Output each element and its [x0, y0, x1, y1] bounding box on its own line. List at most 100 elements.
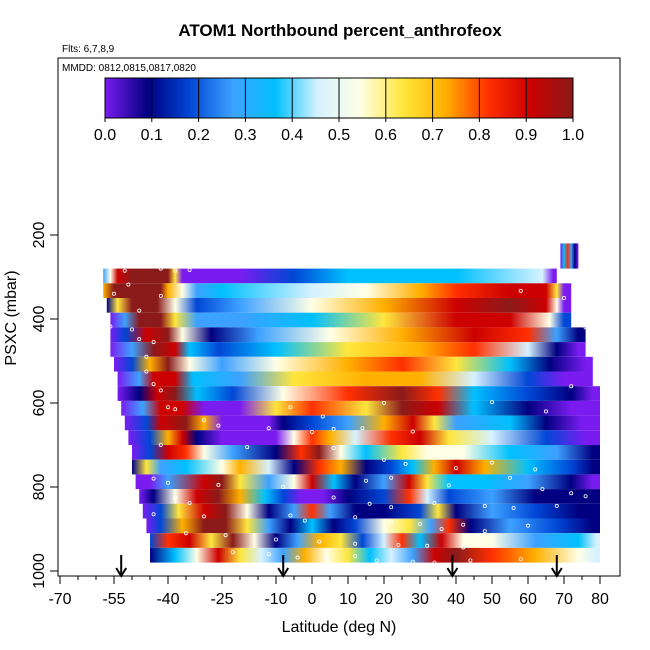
x-tick-label: 0 [308, 591, 317, 608]
sample-marker [533, 467, 538, 472]
colorbar-tick-label: 0.3 [234, 127, 256, 144]
sample-marker [151, 476, 156, 481]
latitude-arrow [446, 555, 459, 578]
y-tick-label: 200 [31, 222, 48, 249]
heatmap-band [106, 298, 572, 313]
heatmap-band [124, 415, 601, 431]
sample-marker [489, 400, 494, 405]
sample-marker [518, 557, 523, 562]
sample-marker [511, 505, 516, 510]
sample-marker [453, 466, 458, 471]
heatmap-band [117, 386, 600, 401]
colorbar-tick-label: 0.2 [187, 127, 209, 144]
sample-marker [173, 495, 178, 500]
sample-marker [173, 407, 178, 412]
latitude-arrow [115, 555, 128, 578]
sample-marker [526, 523, 531, 528]
heatmap-band [150, 547, 600, 563]
heatmap-band [142, 503, 601, 519]
x-axis-label: Latitude (deg N) [282, 619, 397, 636]
sample-marker [126, 282, 131, 287]
sample-marker [410, 429, 415, 434]
sample-marker [173, 268, 178, 273]
sample-marker [295, 555, 300, 560]
sample-marker [417, 521, 422, 526]
x-tick-label: -70 [48, 591, 71, 608]
x-tick-label: -40 [156, 591, 179, 608]
y-tick-label: 600 [31, 390, 48, 417]
x-tick-label: -55 [102, 591, 125, 608]
sample-marker [158, 293, 163, 298]
sample-marker [320, 414, 325, 419]
sample-marker [230, 550, 235, 555]
heatmap-bands [103, 243, 601, 563]
sample-marker [144, 354, 149, 359]
sample-marker [576, 555, 581, 560]
flights-note: Flts: 6,7,8,9 [62, 44, 115, 55]
heatmap-band [146, 518, 600, 534]
heatmap-band [117, 371, 593, 387]
x-tick-label: -10 [264, 591, 287, 608]
sample-marker [410, 559, 415, 564]
colorbar-tick-label: 1.0 [562, 127, 584, 144]
sample-marker [183, 531, 188, 536]
plot-frame [57, 57, 621, 577]
sample-marker [324, 556, 329, 561]
sample-marker [468, 558, 473, 563]
sample-marker [302, 518, 307, 523]
sample-marker [507, 475, 512, 480]
sample-marker [353, 554, 358, 559]
sample-marker [331, 445, 336, 450]
sample-marker [129, 327, 134, 332]
sample-marker [425, 543, 430, 548]
sample-marker [144, 369, 149, 374]
sample-marker [439, 527, 444, 532]
chart-title: ATOM1 Northbound percent_anthrofeox [178, 21, 502, 40]
heatmap-band [132, 445, 600, 460]
sample-marker [201, 418, 206, 423]
sample-marker [381, 400, 386, 405]
heatmap-band [103, 268, 557, 284]
sample-marker [165, 480, 170, 485]
sample-marker [331, 427, 336, 432]
sample-marker [331, 495, 336, 500]
latitude-arrows [115, 555, 563, 578]
x-tick-label: 40 [447, 591, 465, 608]
heatmap-band [150, 533, 600, 548]
y-axis: 200 400 600 800 1000 [31, 222, 58, 589]
colorbar-ticks: 0.0 0.1 0.2 0.3 0.4 0.5 0.6 0.7 0.8 0.9 1.0 [94, 78, 584, 144]
sample-marker [374, 558, 379, 563]
y-axis-label: PSXC (mbar) [3, 270, 20, 365]
y-tick-label: 400 [31, 306, 48, 333]
x-tick-label: 10 [339, 591, 357, 608]
colorbar-tick-label: 0.6 [375, 127, 397, 144]
sample-marker [562, 295, 567, 300]
sample-marker [544, 409, 549, 414]
heatmap-band [128, 430, 600, 445]
sample-marker [281, 484, 286, 489]
sample-marker [317, 539, 322, 544]
x-tick-label: 60 [519, 591, 537, 608]
x-tick-label: 70 [555, 591, 573, 608]
sample-marker [151, 340, 156, 345]
sample-marker [540, 487, 545, 492]
sample-marker [432, 560, 437, 565]
sample-marker [461, 522, 466, 527]
sample-marker [108, 324, 113, 329]
sample-marker [353, 541, 358, 546]
sample-marker [137, 337, 142, 342]
colorbar-tick-label: 0.9 [515, 127, 537, 144]
x-tick-label: 20 [375, 591, 393, 608]
sample-marker [122, 268, 127, 273]
heatmap-band [139, 489, 600, 504]
sample-marker [187, 267, 192, 272]
sample-marker [432, 500, 437, 505]
sample-marker [216, 423, 221, 428]
sample-marker [266, 552, 271, 557]
sample-marker [288, 405, 293, 410]
sample-marker [389, 519, 394, 524]
latitude-arrow [550, 555, 563, 578]
colorbar-tick-label: 0.7 [421, 127, 443, 144]
colorbar-tick-label: 0.8 [468, 127, 490, 144]
colorbar-tick-label: 0.5 [328, 127, 350, 144]
